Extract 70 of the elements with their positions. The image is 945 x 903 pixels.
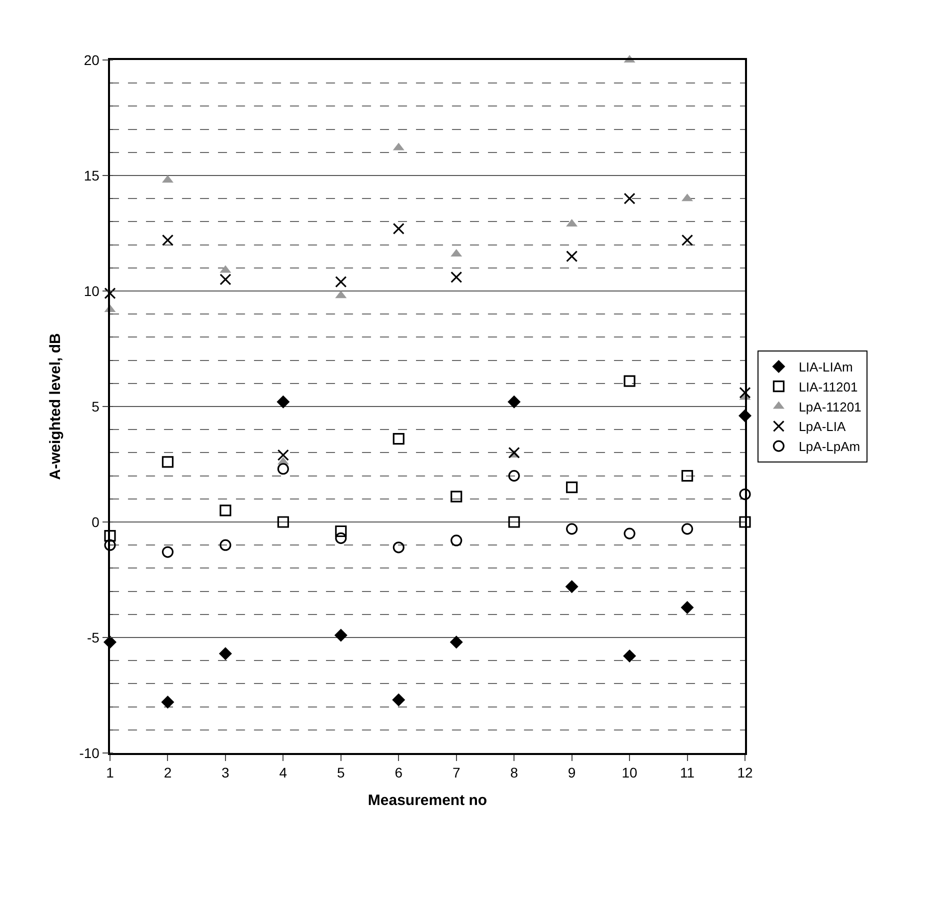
x-tick-label: 10: [622, 764, 638, 781]
point: [739, 516, 751, 528]
point: [220, 539, 232, 551]
point: [392, 222, 404, 234]
y-tick-label: 15: [84, 167, 100, 184]
point: [508, 395, 521, 408]
legend-label: LIA-LIAm: [798, 360, 853, 375]
point: [565, 580, 578, 594]
y-tick-label: 5: [92, 398, 100, 414]
point: [681, 470, 694, 482]
y-tick-label: 20: [84, 52, 100, 68]
point: [220, 504, 232, 516]
point: [508, 446, 520, 458]
x-tick-label: 8: [510, 764, 518, 781]
point: [276, 395, 290, 408]
point: [624, 192, 636, 204]
point: [335, 276, 347, 288]
point: [450, 636, 463, 649]
legend-label: LpA-LIA: [798, 419, 846, 434]
point: [623, 649, 636, 662]
x-tick-label: 5: [337, 764, 346, 781]
point: [392, 542, 404, 554]
point: [220, 274, 232, 286]
point: [450, 271, 462, 283]
x-tick-label: 7: [452, 764, 460, 781]
y-axis-title: A-weighted level, dB: [46, 332, 64, 480]
point: [450, 534, 462, 546]
x-axis-title: Measurement no: [368, 792, 488, 810]
point: [162, 456, 174, 468]
y-tick-label: -5: [86, 629, 100, 646]
point: [277, 516, 289, 528]
x-tick-label: 9: [568, 764, 576, 781]
point: [162, 234, 174, 246]
point: [161, 696, 174, 709]
point: [104, 530, 116, 542]
x-tick-label: 6: [394, 764, 403, 781]
point: [392, 693, 406, 706]
point: [508, 516, 520, 528]
legend-label: LpA-11201: [798, 399, 862, 414]
point: [681, 523, 694, 535]
x-tick-label: 11: [680, 764, 695, 781]
point: [277, 449, 289, 461]
x-tick-label: 12: [737, 764, 753, 781]
point: [566, 250, 578, 262]
point: [624, 528, 636, 540]
point: [334, 628, 348, 642]
x-tick-label: 4: [279, 764, 288, 781]
y-tick-label: -10: [79, 744, 100, 761]
x-tick-label: 3: [222, 764, 230, 781]
point: [566, 523, 578, 535]
point: [277, 463, 289, 475]
y-tick-label: 0: [92, 514, 100, 530]
point: [218, 647, 232, 660]
point: [680, 600, 694, 614]
point: [335, 532, 347, 544]
point: [624, 375, 636, 387]
point: [739, 488, 751, 500]
legend-label: LIA-11201: [798, 379, 858, 394]
point: [508, 470, 520, 482]
legend-label: LpA-LpAm: [798, 439, 860, 454]
point: [681, 234, 694, 246]
point: [335, 525, 347, 538]
point: [450, 490, 462, 502]
y-tick-label: 10: [84, 282, 100, 299]
x-tick-label: 1: [106, 764, 114, 781]
point: [162, 546, 174, 558]
point: [566, 482, 578, 494]
x-tick-label: 2: [164, 764, 172, 781]
point: [104, 539, 116, 551]
point: [392, 433, 404, 445]
